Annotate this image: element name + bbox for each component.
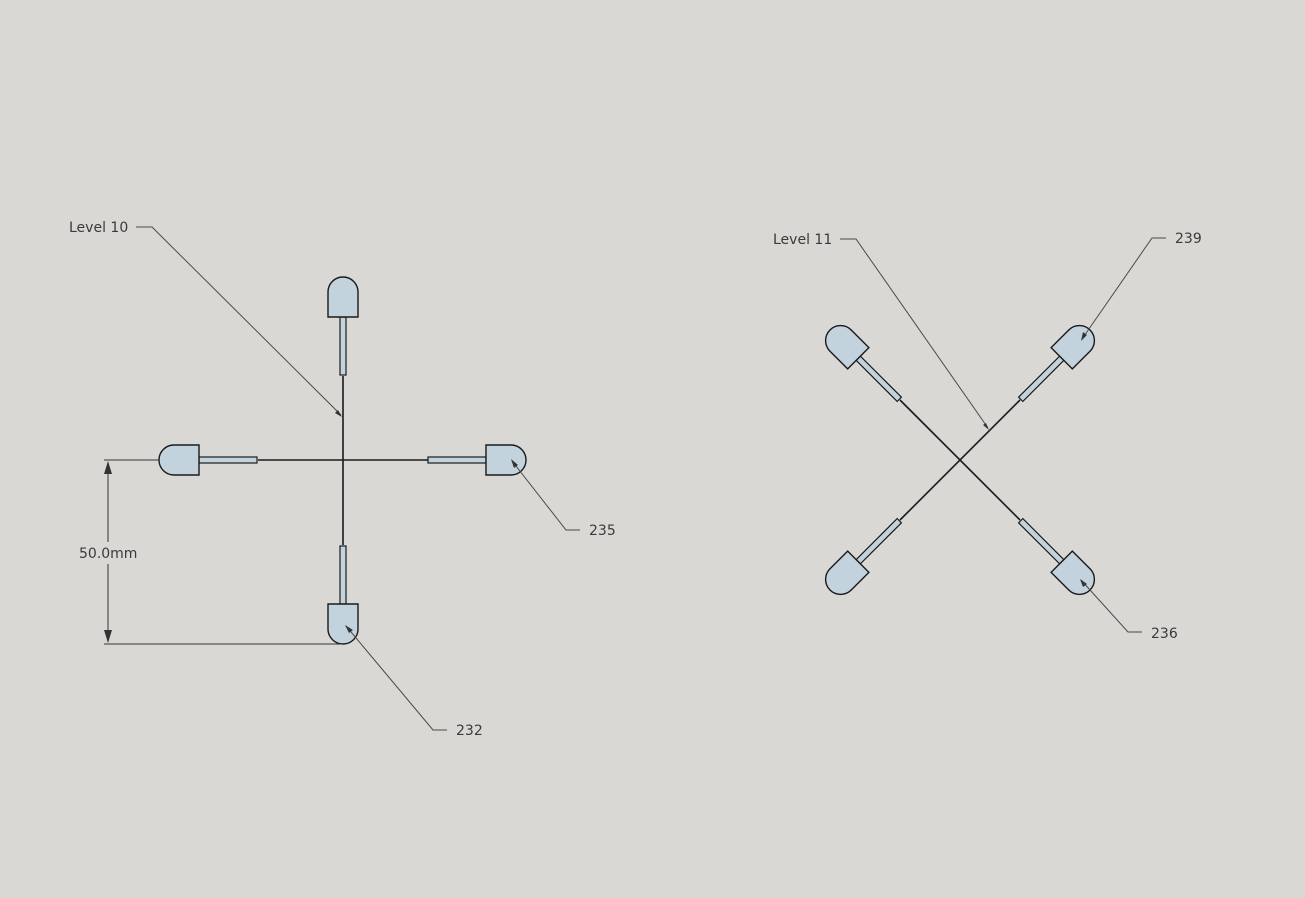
dimension-50mm: 50.0mm xyxy=(79,460,343,644)
callout-235-label: 235 xyxy=(589,523,616,539)
callout-235-leader xyxy=(512,461,580,530)
callout-232-label: 232 xyxy=(456,723,483,739)
led-top-left xyxy=(819,319,910,410)
level-11-assembly xyxy=(819,319,1100,600)
callout-239-label: 239 xyxy=(1175,231,1202,247)
led-top xyxy=(328,277,358,375)
level-11-label: Level 11 xyxy=(773,232,832,248)
led-bottom-left xyxy=(819,510,910,601)
dimension-label: 50.0mm xyxy=(79,546,137,562)
level-11-leader-arrow xyxy=(983,423,989,430)
callout-236-label: 236 xyxy=(1151,626,1178,642)
callout-232-leader xyxy=(346,626,447,730)
dimension-arrow-top xyxy=(104,461,112,474)
callout-239-leader xyxy=(1082,238,1166,339)
level-10-assembly xyxy=(159,277,526,644)
level-10-leader-arrow xyxy=(335,410,342,417)
led-bottom xyxy=(328,546,358,644)
level-10-leader xyxy=(136,227,341,415)
led-left xyxy=(159,445,257,475)
led-right xyxy=(428,445,526,475)
level-10-label: Level 10 xyxy=(69,220,128,236)
led-top-right xyxy=(1010,319,1101,410)
level-11-leader xyxy=(840,239,988,428)
dimension-arrow-bottom xyxy=(104,630,112,643)
